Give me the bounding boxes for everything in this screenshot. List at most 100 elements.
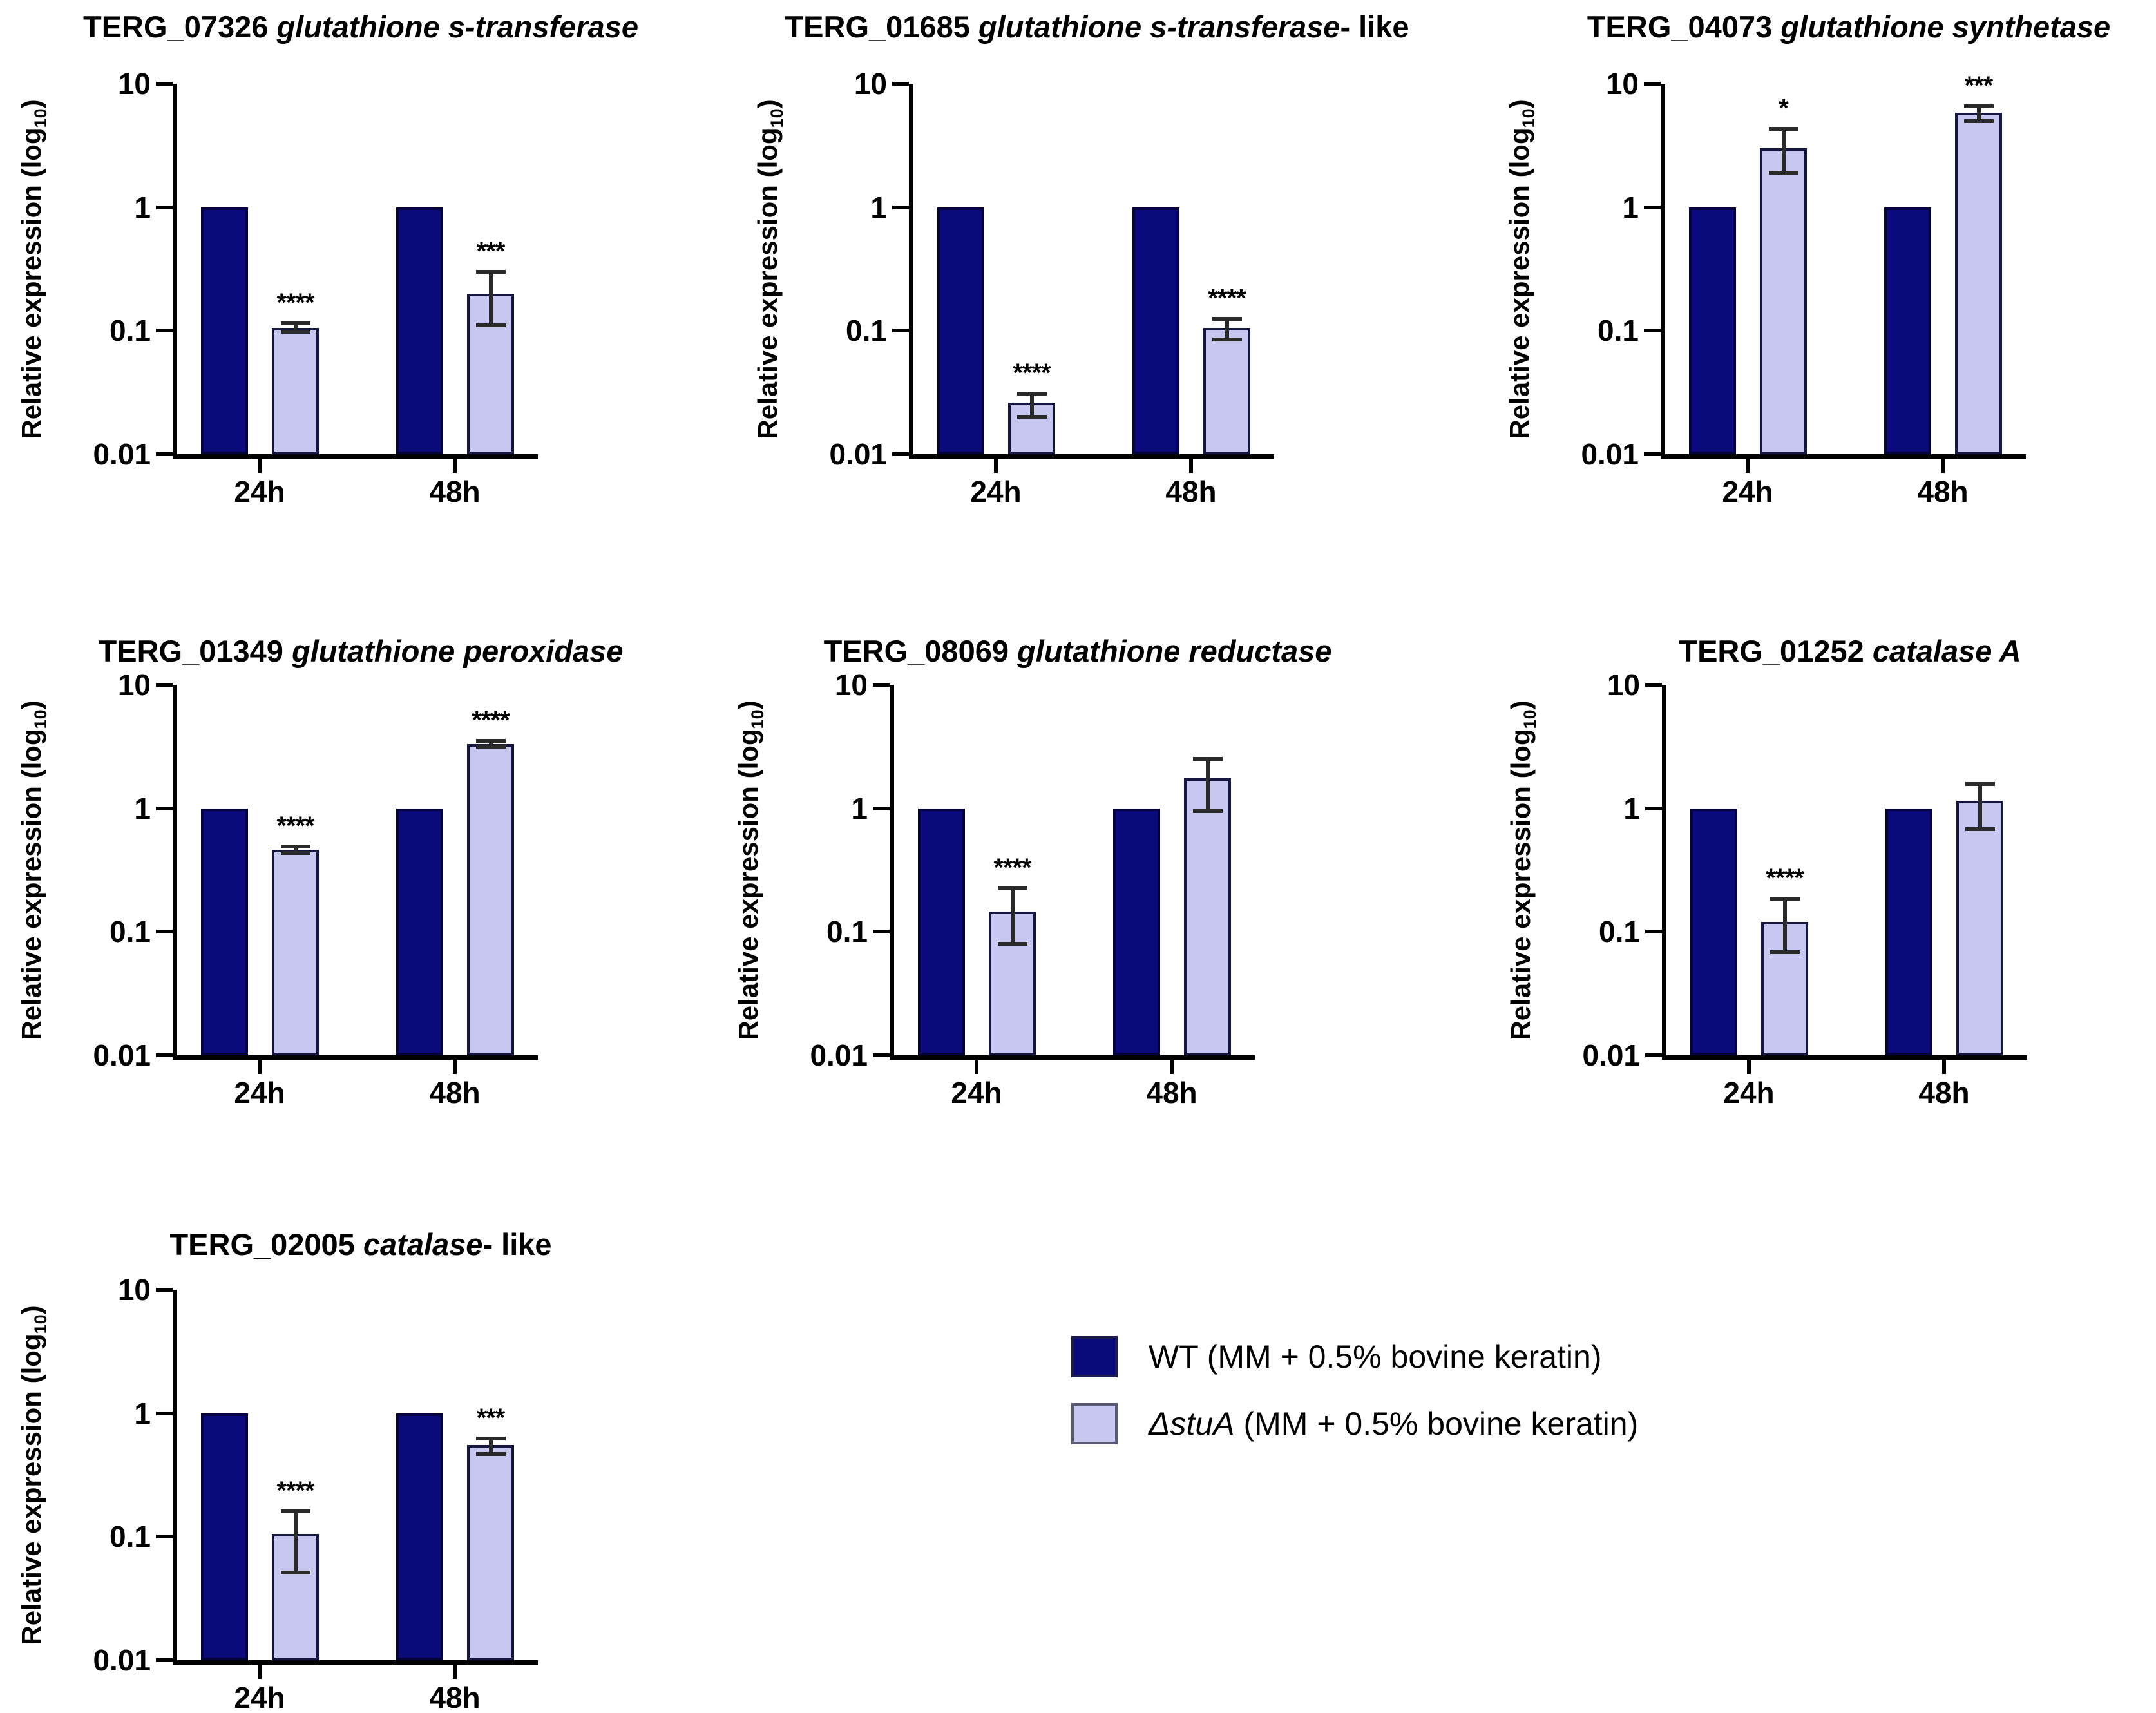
x-tick-label: 48h <box>1918 1076 1970 1109</box>
significance-stars: **** <box>276 1477 314 1506</box>
y-tick-label: 0.1 <box>846 314 887 348</box>
chart-title: TERG_01685 glutathione s-transferase- li… <box>736 9 1458 44</box>
legend-text: WT (MM + 0.5% bovine keratin) <box>1149 1339 1602 1375</box>
x-tick-mark <box>994 459 998 473</box>
bar-stuA-48h <box>1955 113 2002 454</box>
error-bar-cap-top <box>475 269 506 274</box>
plot-area: **** **** <box>173 685 538 1060</box>
error-bar-line <box>293 847 298 853</box>
significance-stars: **** <box>993 853 1031 882</box>
y-tick-label: 0.1 <box>110 1520 151 1554</box>
y-axis-label: Relative expression (log10) <box>0 84 67 454</box>
x-tick-mark <box>1941 459 1945 473</box>
x-tick-mark <box>453 1665 457 1679</box>
bar-wt-48h <box>396 808 443 1055</box>
title-text: TERG_01252 <box>1679 634 1873 668</box>
plot-area: **** *** <box>173 1290 538 1665</box>
chart-title: TERG_01252 catalase A <box>1489 633 2156 669</box>
bar-wt-24h <box>1689 207 1736 454</box>
bar-stuA-24h <box>272 328 319 454</box>
plot-area: **** <box>890 685 1255 1060</box>
y-tick-mark <box>156 329 173 333</box>
title-text: TERG_02005 <box>169 1227 363 1261</box>
x-tick-mark <box>975 1060 978 1074</box>
x-tick-mark <box>1746 459 1750 473</box>
bar-wt-24h <box>201 207 248 454</box>
title-text-italic: catalase A <box>1872 634 2021 668</box>
error-bar-cap-bottom <box>475 1451 506 1456</box>
y-tick-label: 10 <box>117 668 151 702</box>
x-tick-mark <box>453 459 457 473</box>
x-tick-label: 24h <box>234 1681 285 1713</box>
chart-panel-terg-08069: TERG_08069 glutathione reductase Relative… <box>717 593 1438 1127</box>
y-tick-mark <box>892 205 909 209</box>
y-tick-mark <box>1645 930 1662 934</box>
significance-stars: **** <box>276 288 314 317</box>
significance-stars: **** <box>472 706 510 735</box>
error-bar-cap-bottom <box>475 323 506 328</box>
y-axis-label-text: Relative expression (log10) <box>752 99 787 439</box>
error-bar-line <box>1010 888 1015 944</box>
error-bar-cap-top <box>280 845 310 849</box>
y-tick-mark <box>156 82 173 86</box>
error-bar-cap-bottom <box>1768 171 1798 175</box>
title-text-italic: glutathione reductase <box>1017 634 1332 668</box>
y-tick-label: 0.01 <box>93 1038 151 1072</box>
title-text-italic: glutathione s-transferase <box>978 10 1340 44</box>
y-tick-label: 10 <box>117 1273 151 1306</box>
x-tick-label: 24h <box>970 475 1022 508</box>
error-bar-cap-top <box>1212 316 1242 321</box>
y-tick-mark <box>873 683 890 687</box>
significance-stars: **** <box>1766 864 1804 893</box>
y-tick-label: 10 <box>834 668 868 702</box>
error-bar-cap-top <box>1965 781 1995 786</box>
y-tick-mark <box>156 806 173 810</box>
x-tick-mark <box>258 1665 262 1679</box>
title-text-italic: catalase <box>363 1227 483 1261</box>
y-tick-mark <box>873 806 890 810</box>
x-tick-label: 48h <box>429 1076 481 1109</box>
error-bar-line <box>1976 106 1981 121</box>
error-bar-cap-top <box>280 1509 310 1514</box>
significance-stars: *** <box>476 236 506 265</box>
significance-stars: *** <box>1964 71 1994 100</box>
y-tick-mark <box>1644 205 1661 209</box>
y-tick-label: 1 <box>134 1396 151 1430</box>
x-tick-label: 24h <box>951 1076 1002 1109</box>
error-bar-cap-bottom <box>280 330 310 334</box>
y-tick-mark <box>892 452 909 456</box>
legend-text: (MM + 0.5% bovine keratin) <box>1234 1406 1639 1442</box>
x-tick-mark <box>1942 1060 1946 1074</box>
error-bar-line <box>488 1439 493 1454</box>
error-bar-cap-top <box>1192 757 1223 761</box>
bar-wt-24h <box>918 808 965 1055</box>
y-tick-mark <box>1645 683 1662 687</box>
chart-title: TERG_08069 glutathione reductase <box>717 633 1438 669</box>
title-text-italic: glutathione s-transferase <box>276 10 638 44</box>
x-tick-label: 24h <box>1723 1076 1775 1109</box>
error-bar-line <box>1029 393 1034 417</box>
x-tick-mark <box>258 459 262 473</box>
bar-wt-48h <box>1885 808 1932 1055</box>
y-tick-label: 0.01 <box>829 437 887 471</box>
bar-wt-48h <box>396 207 443 454</box>
y-tick-label: 1 <box>1622 190 1639 224</box>
bar-wt-48h <box>1132 207 1179 454</box>
significance-stars: **** <box>1208 283 1246 312</box>
plot-area: **** **** <box>909 84 1274 459</box>
x-tick-label: 24h <box>1722 475 1773 508</box>
y-tick-label: 0.01 <box>93 1643 151 1677</box>
x-tick-mark <box>1189 459 1193 473</box>
chart-panel-terg-04073: TERG_04073 glutathione synthetase Relativ… <box>1488 0 2156 535</box>
bar-stuA-48h <box>467 744 514 1055</box>
error-bar-cap-top <box>475 739 506 743</box>
error-bar-cap-bottom <box>1016 415 1047 419</box>
y-axis-label: Relative expression (log10) <box>0 685 67 1055</box>
chart-panel-terg-01349: TERG_01349 glutathione peroxidase Relativ… <box>0 593 721 1127</box>
y-axis-label-text: Relative expression (log10) <box>732 700 768 1040</box>
bar-wt-48h <box>1113 808 1160 1055</box>
y-tick-label: 1 <box>134 791 151 825</box>
error-bar-cap-bottom <box>1770 950 1800 955</box>
x-tick-label: 48h <box>429 475 481 508</box>
